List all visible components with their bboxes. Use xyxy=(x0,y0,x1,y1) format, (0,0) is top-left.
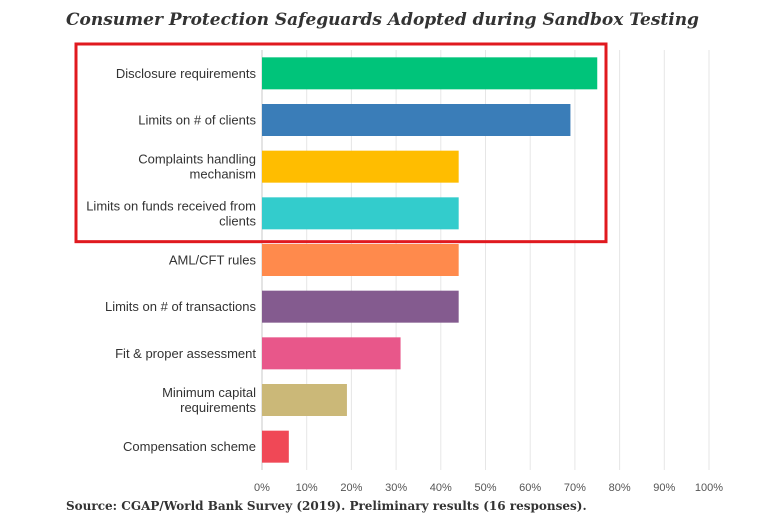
x-tick-label: 80% xyxy=(609,482,631,494)
highlight-box xyxy=(74,42,608,244)
x-tick-label: 90% xyxy=(653,482,675,494)
x-tick-label: 10% xyxy=(296,482,318,494)
highlight-rectangle xyxy=(74,42,608,244)
category-label: Limits on # of transactions xyxy=(105,299,257,314)
x-tick-label: 70% xyxy=(564,482,586,494)
bar xyxy=(262,430,289,463)
source-note: Source: CGAP/World Bank Survey (2019). P… xyxy=(66,499,587,513)
bar xyxy=(262,290,459,323)
x-tick-label: 50% xyxy=(474,482,496,494)
bar xyxy=(262,337,401,370)
x-tick-label: 40% xyxy=(430,482,452,494)
category-labels: Disclosure requirements Limits on # of cl… xyxy=(86,66,256,454)
bar xyxy=(262,384,347,416)
category-label: Minimum capital requirements xyxy=(162,385,256,415)
x-tick-label: 20% xyxy=(340,482,362,494)
x-tick-label: 100% xyxy=(695,482,723,494)
bar xyxy=(262,57,598,90)
x-tick-label: 60% xyxy=(519,482,541,494)
category-label: Limits on funds received from clients xyxy=(86,198,256,228)
category-label: Complaints handling mechanism xyxy=(138,152,256,182)
category-label: AML/CFT rules xyxy=(169,253,257,268)
x-tick-label: 30% xyxy=(385,482,407,494)
category-label: Disclosure requirements xyxy=(116,66,257,81)
bar xyxy=(262,197,459,230)
category-label: Fit & proper assessment xyxy=(115,346,256,361)
chart-title: Consumer Protection Safeguards Adopted d… xyxy=(66,10,699,30)
x-tick-label: 0% xyxy=(254,482,270,494)
category-label: Compensation scheme xyxy=(123,439,256,454)
bar xyxy=(262,104,571,136)
x-tick-labels: 0% 10% 20% 30% 40% 50% 60% 70% 80% 90% 100% xyxy=(254,482,723,494)
category-label: Limits on # of clients xyxy=(138,113,256,128)
bar xyxy=(262,244,459,276)
bars xyxy=(262,57,598,463)
bar xyxy=(262,150,459,183)
